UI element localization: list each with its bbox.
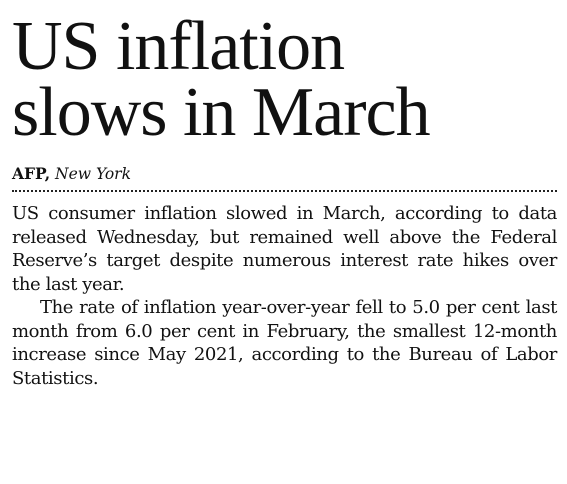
headline-line-1: US inflation (12, 8, 345, 85)
paragraph-2: The rate of inflation year-over-year fel… (12, 297, 557, 389)
byline-location: New York (55, 165, 131, 183)
dotted-divider (12, 190, 557, 192)
paragraph-1: US consumer inflation slowed in March, a… (12, 203, 557, 295)
news-article: US inflation slows in March AFP, New Yor… (12, 8, 557, 390)
article-body: US consumer inflation slowed in March, a… (12, 202, 557, 390)
headline: US inflation slows in March (12, 8, 557, 151)
headline-line-2: slows in March (12, 74, 431, 151)
byline: AFP, New York (12, 164, 557, 184)
byline-agency: AFP, (12, 164, 51, 183)
